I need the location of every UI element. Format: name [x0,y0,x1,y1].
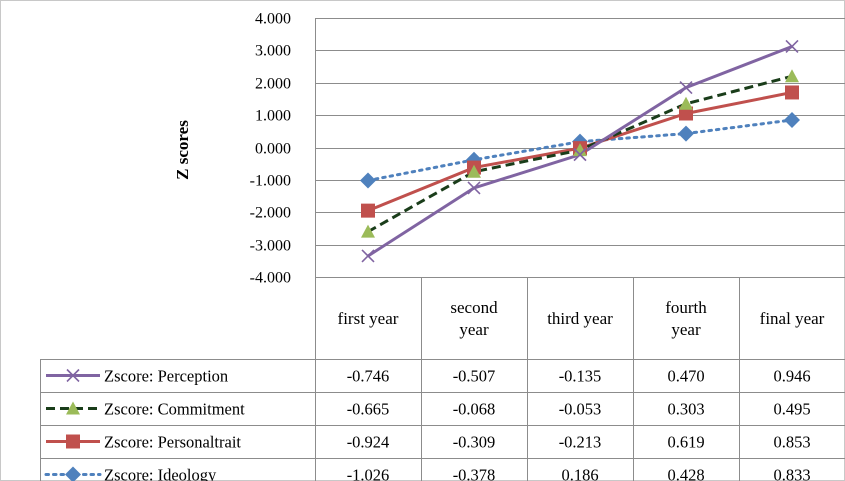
y-tick-label: 1.000 [255,108,291,125]
data-point-marker [65,466,81,481]
data-point-marker [785,85,799,100]
data-point-marker [785,39,799,54]
y-tick-label: 0.000 [255,141,291,158]
table-cell-value: -0.135 [559,367,602,386]
table-cell-value: 0.470 [667,367,704,386]
table-cell-value: -0.378 [453,466,496,481]
table-cell-value: -0.507 [453,367,496,386]
y-tick-label: -2.000 [250,205,291,222]
category-label: final year [760,309,825,328]
data-point-marker [679,81,693,95]
table-cell-value: 0.619 [667,433,704,452]
data-point-marker [66,401,80,415]
table-cell-value: 0.303 [667,400,704,419]
table-cell-value: -0.665 [347,400,390,419]
data-point-marker [66,368,80,383]
data-point-marker [66,434,80,449]
data-point-marker [679,96,693,110]
data-point-marker [361,249,375,263]
table-cell-value: -0.746 [347,367,390,386]
data-point-marker [573,143,587,157]
table-cell-value: -0.309 [453,433,496,452]
legend-key [46,368,100,383]
data-point-marker [573,148,587,162]
table-cell-value: -1.026 [347,466,390,481]
table-cell-value: -0.053 [559,400,602,419]
category-label: first year [338,309,399,328]
legend-label: Zscore: Personaltrait [104,433,241,452]
table-cell-value: 0.428 [667,466,704,481]
data-point-marker [361,203,375,218]
data-point-marker [784,111,800,128]
y-tick-label: 2.000 [255,76,291,93]
data-point-marker [467,181,481,195]
data-point-marker [678,125,694,142]
table-cell-value: -0.068 [453,400,496,419]
y-axis-title: Z scores [173,120,192,180]
y-tick-label: -4.000 [250,270,291,287]
legend-key [46,401,100,415]
table-cell-value: 0.495 [773,400,810,419]
table-cell-value: 0.946 [773,367,810,386]
table-cell-value: 0.186 [561,466,598,481]
data-point-marker [467,164,481,178]
y-tick-label: 4.000 [255,11,291,28]
legend-label: Zscore: Commitment [104,400,245,419]
table-cell-value: 0.853 [773,433,810,452]
data-point-marker [785,69,799,83]
y-tick-label: -1.000 [250,173,291,190]
legend-label: Zscore: Ideology [104,466,217,481]
data-point-marker [360,172,376,189]
table-cell-value: 0.833 [773,466,810,481]
table-cell-value: -0.924 [347,433,390,452]
legend-key [46,434,100,449]
y-tick-label: 3.000 [255,43,291,60]
legend-label: Zscore: Perception [104,367,228,386]
category-label: fourth year [665,298,707,339]
data-point-marker [679,106,693,121]
data-point-marker [361,224,375,238]
table-cell-value: -0.213 [559,433,602,452]
category-label: second year [450,298,498,339]
legend-key [44,466,102,481]
y-tick-label: -3.000 [250,238,291,255]
category-label: third year [547,309,613,328]
